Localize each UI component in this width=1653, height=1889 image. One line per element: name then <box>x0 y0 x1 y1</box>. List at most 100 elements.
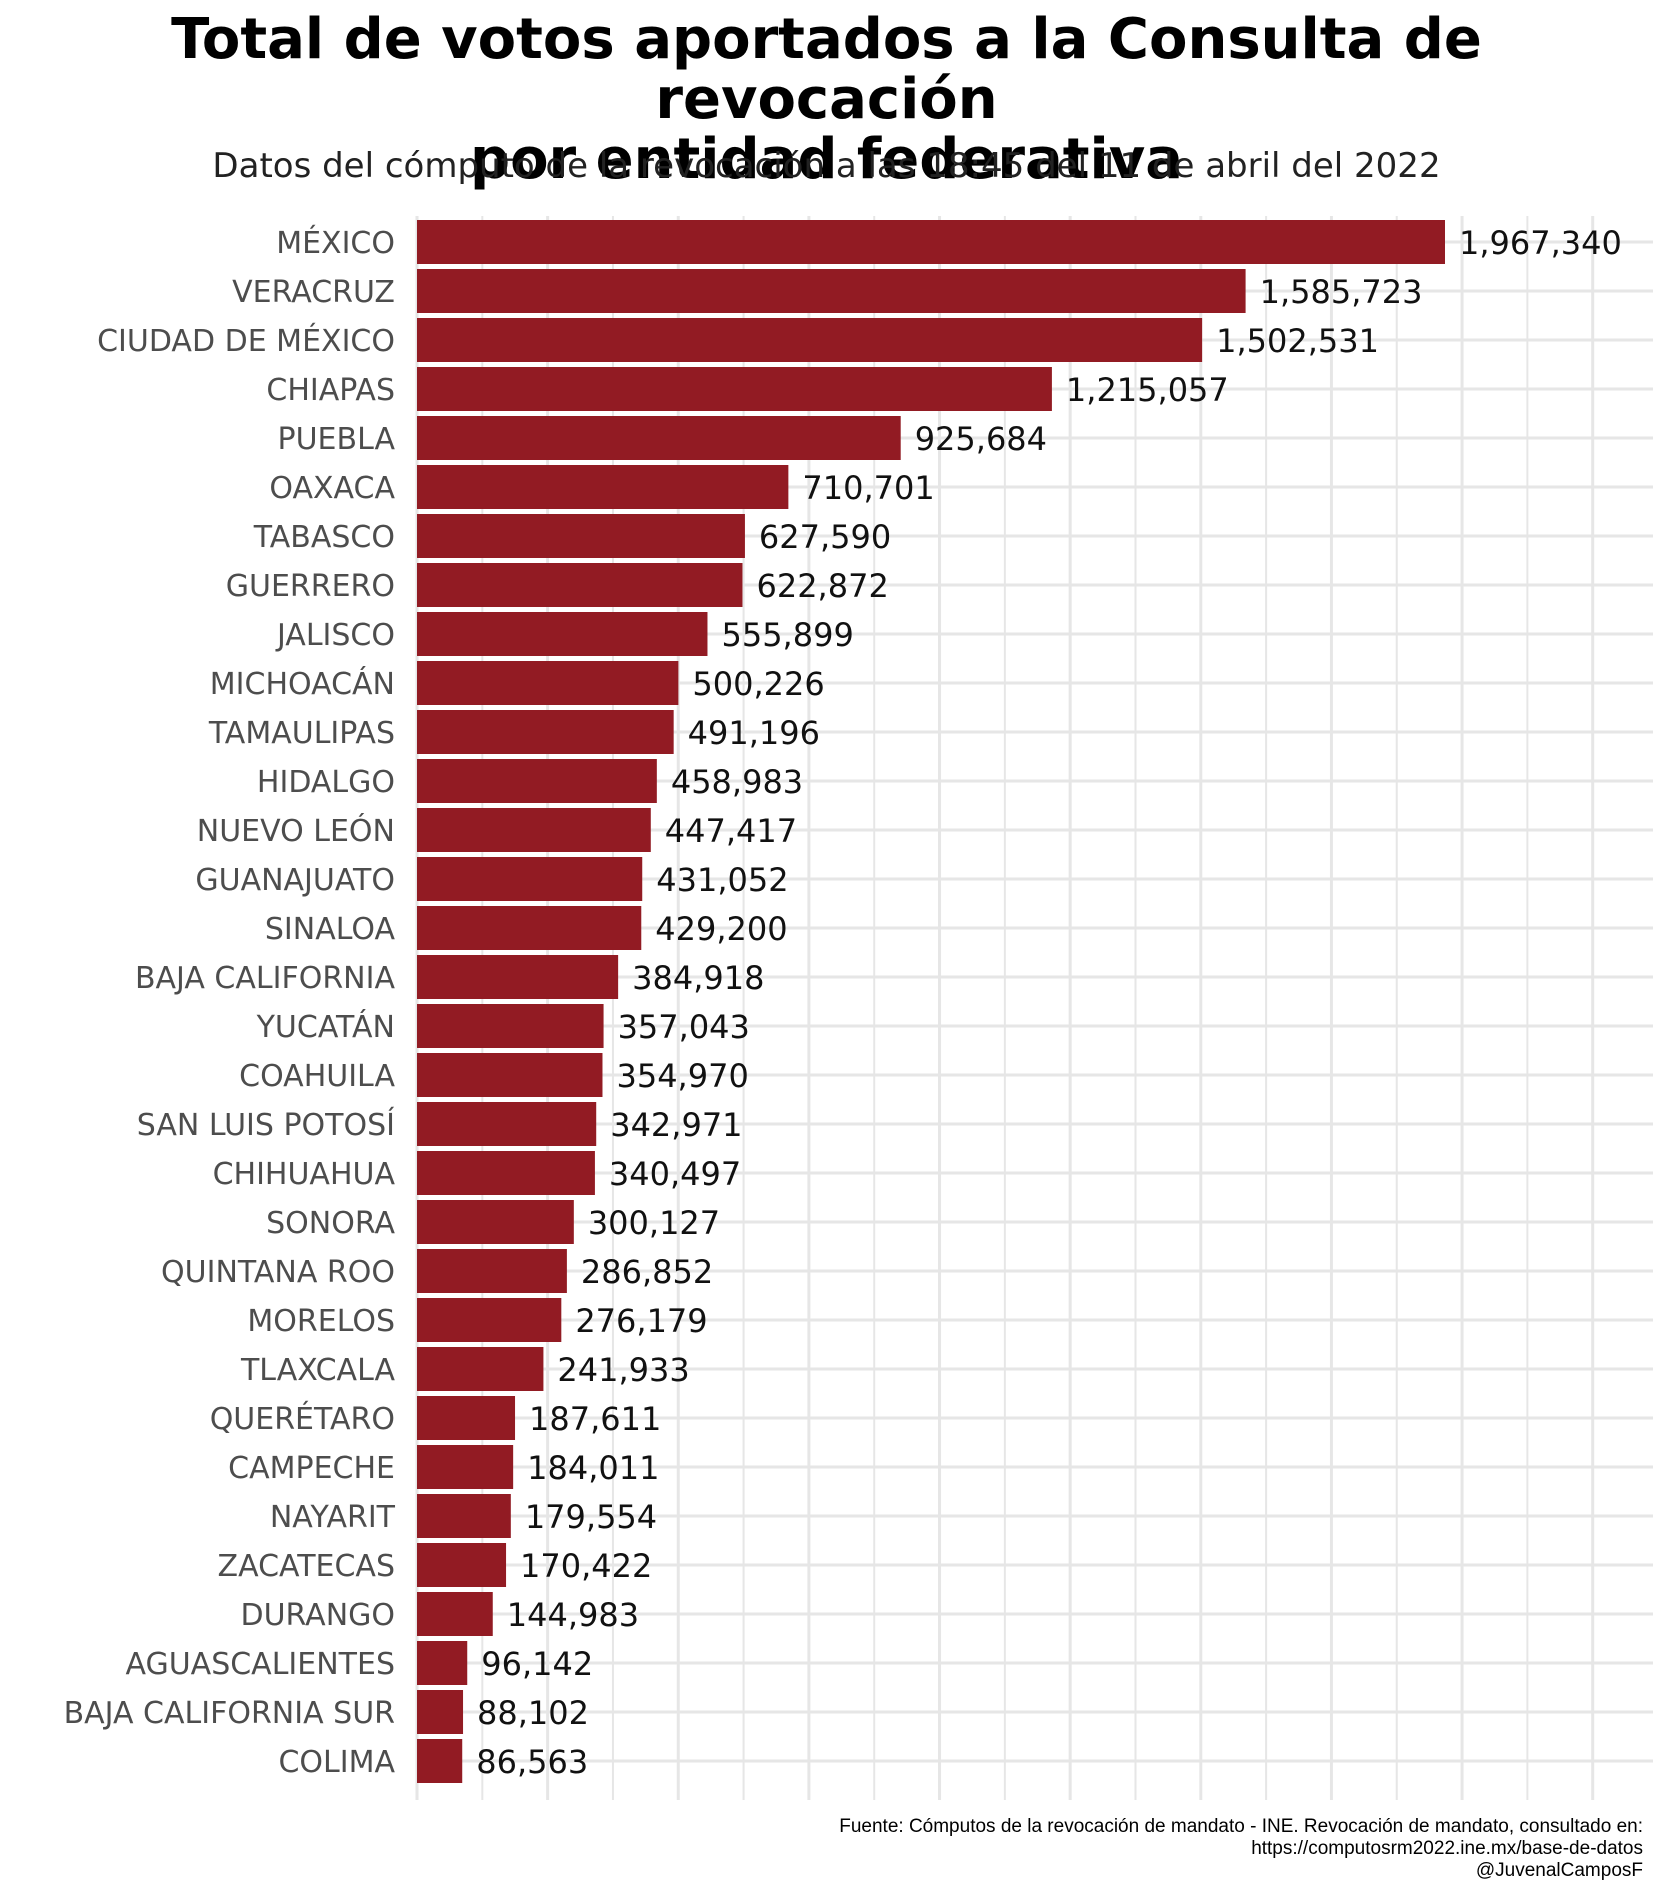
value-label: 96,142 <box>481 1645 593 1683</box>
value-label: 340,497 <box>609 1155 741 1193</box>
category-label: GUERRERO <box>226 569 395 604</box>
category-label: COLIMA <box>278 1745 395 1780</box>
bar <box>417 416 901 460</box>
value-label: 447,417 <box>665 812 797 850</box>
bar <box>417 1690 464 1734</box>
value-label: 144,983 <box>507 1596 639 1634</box>
bar <box>417 1543 507 1587</box>
bars <box>417 220 1445 1783</box>
value-label: 184,011 <box>527 1449 659 1487</box>
category-label: NAYARIT <box>270 1500 396 1535</box>
value-label: 342,971 <box>610 1106 742 1144</box>
value-label: 622,872 <box>756 567 888 605</box>
bar <box>417 1347 544 1391</box>
category-label: OAXACA <box>269 471 395 506</box>
bar <box>417 1396 516 1440</box>
value-label: 357,043 <box>618 1008 750 1046</box>
bar <box>417 1592 493 1636</box>
bar <box>417 906 642 950</box>
chart-title: Total de votos aportados a la Consulta d… <box>0 10 1653 190</box>
bar <box>417 808 651 852</box>
bar <box>417 1053 603 1097</box>
category-label: QUINTANA ROO <box>161 1255 395 1290</box>
value-label: 241,933 <box>557 1351 689 1389</box>
category-label: NUEVO LEÓN <box>197 812 395 849</box>
value-label: 458,983 <box>671 763 803 801</box>
bar <box>417 1004 604 1048</box>
category-label: PUEBLA <box>277 422 395 457</box>
bar <box>417 465 789 509</box>
value-label: 500,226 <box>692 665 824 703</box>
bar <box>417 514 745 558</box>
value-label: 1,585,723 <box>1260 273 1423 311</box>
bar <box>417 1200 574 1244</box>
category-label: CHIHUAHUA <box>213 1157 396 1192</box>
value-label: 88,102 <box>477 1694 589 1732</box>
category-label: TABASCO <box>253 520 395 555</box>
category-label: HIDALGO <box>257 765 395 800</box>
caption-source: Fuente: Cómputos de la revocación de man… <box>839 1816 1643 1837</box>
value-label: 276,179 <box>575 1302 707 1340</box>
bar <box>417 612 708 656</box>
category-label: COAHUILA <box>239 1059 395 1094</box>
category-label: MÉXICO <box>276 225 395 261</box>
value-label: 170,422 <box>520 1547 652 1585</box>
bar <box>417 220 1445 264</box>
value-label: 491,196 <box>688 714 820 752</box>
chart-title-line2: por entidad federativa <box>469 127 1183 192</box>
category-label: TLAXCALA <box>240 1353 395 1388</box>
category-label: SINALOA <box>265 912 396 947</box>
category-label: JALISCO <box>275 618 395 653</box>
value-label: 1,215,057 <box>1066 371 1229 409</box>
chart-subtitle: Datos del cómputo de la revocación a las… <box>212 146 1441 186</box>
value-label: 627,590 <box>759 518 891 556</box>
value-label: 1,502,531 <box>1216 322 1379 360</box>
bar <box>417 367 1052 411</box>
value-label: 431,052 <box>656 861 788 899</box>
category-label: GUANAJUATO <box>195 863 395 898</box>
bar <box>417 1298 562 1342</box>
value-label: 555,899 <box>721 616 853 654</box>
category-label: BAJA CALIFORNIA <box>135 961 396 996</box>
value-label: 384,918 <box>632 959 764 997</box>
bar <box>417 1641 468 1685</box>
category-label: ZACATECAS <box>218 1549 395 1584</box>
chart-title-line1: Total de votos aportados a la Consulta d… <box>171 7 1482 132</box>
value-label: 710,701 <box>802 469 934 507</box>
bar <box>417 1151 595 1195</box>
bar <box>417 710 674 754</box>
value-labels: 1,967,340 1,585,723 1,502,531 1,215,057 925,… <box>476 224 1622 1781</box>
category-label: TAMAULIPAS <box>208 716 395 751</box>
caption-url: https://computosrm2022.ine.mx/base-de-da… <box>1251 1838 1643 1859</box>
category-label: BAJA CALIFORNIA SUR <box>64 1696 395 1731</box>
bar <box>417 269 1246 313</box>
category-label: MICHOACÁN <box>210 666 395 702</box>
category-label: YUCATÁN <box>256 1009 395 1045</box>
category-label: SAN LUIS POTOSÍ <box>137 1107 395 1143</box>
bar <box>417 1102 597 1146</box>
value-label: 187,611 <box>529 1400 661 1438</box>
caption-author: @JuvenalCamposF <box>1475 1860 1643 1881</box>
category-label: SONORA <box>266 1206 395 1241</box>
category-label: QUERÉTARO <box>210 1401 395 1437</box>
category-label: MORELOS <box>247 1304 395 1339</box>
value-label: 286,852 <box>581 1253 713 1291</box>
value-label: 300,127 <box>588 1204 720 1242</box>
bar <box>417 759 657 803</box>
bar <box>417 318 1203 362</box>
bar <box>417 563 743 607</box>
value-label: 925,684 <box>915 420 1047 458</box>
category-label: DURANGO <box>240 1598 395 1633</box>
category-label: AGUASCALIENTES <box>125 1647 395 1682</box>
category-label: VERACRUZ <box>232 275 395 310</box>
bar <box>417 857 643 901</box>
caption: Fuente: Cómputos de la revocación de man… <box>839 1816 1643 1882</box>
category-label: CIUDAD DE MÉXICO <box>97 323 395 359</box>
category-label: CHIAPAS <box>266 373 395 408</box>
category-label: CAMPECHE <box>228 1451 395 1486</box>
bar <box>417 1249 567 1293</box>
bar <box>417 955 619 999</box>
bar <box>417 661 679 705</box>
bar-chart: MÉXICO VERACRUZ CIUDAD DE MÉXICO CHIAPAS PUE… <box>64 216 1653 1800</box>
bar <box>417 1445 514 1489</box>
